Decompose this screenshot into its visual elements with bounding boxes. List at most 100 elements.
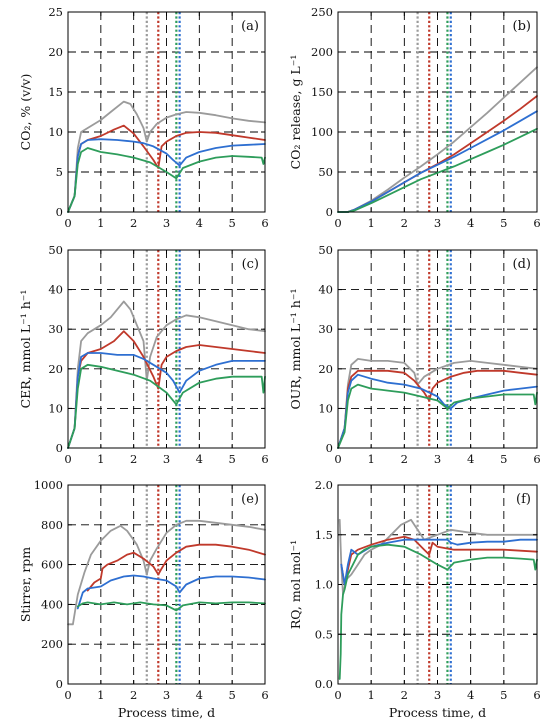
x-tick-label: 5 [229, 452, 236, 466]
panel-d: 0 1 2 3 4 5 6 0 10 20 30 40 50 (d) OUR, mmol L⁻¹ h⁻¹ [288, 243, 541, 466]
y-tick-label: 30 [318, 322, 333, 336]
y-tick-label: 0 [56, 205, 63, 219]
x-tick-label: 1 [368, 216, 375, 230]
series-line-green [338, 543, 538, 680]
y-tick-label: 0 [326, 205, 333, 219]
x-tick-label: 0 [64, 452, 71, 466]
series-line-grey [337, 358, 538, 449]
x-tick-label: 0 [334, 216, 341, 230]
y-tick-label: 2.0 [315, 478, 333, 492]
x-tick-label: 3 [163, 688, 170, 702]
y-tick-label: 100 [311, 125, 333, 139]
x-tick-label: 5 [500, 216, 507, 230]
x-tick-label: 4 [467, 688, 474, 702]
y-tick-label: 400 [41, 597, 63, 611]
y-tick-label: 10 [318, 401, 333, 415]
x-tick-label: 1 [97, 452, 104, 466]
series-line-blue [337, 373, 538, 449]
y-axis-label: RQ, mol mol⁻¹ [288, 540, 303, 629]
x-axis-label: Process time, d [389, 705, 486, 720]
y-tick-label: 40 [48, 283, 63, 297]
panel-label: (f) [516, 492, 531, 507]
series-line-grey [337, 66, 538, 213]
x-tick-label: 5 [229, 216, 236, 230]
y-tick-label: 5 [56, 165, 63, 179]
panel-label: (d) [513, 257, 531, 272]
x-tick-label: 6 [533, 688, 540, 702]
y-tick-label: 20 [48, 45, 63, 59]
panel-label: (a) [241, 19, 259, 34]
y-axis-label: CO₂ release, g L⁻¹ [288, 55, 303, 170]
y-tick-label: 0.0 [315, 677, 333, 691]
x-tick-label: 5 [229, 688, 236, 702]
y-tick-label: 0 [56, 441, 63, 455]
x-tick-label: 2 [130, 216, 137, 230]
y-axis-label: CER, mmol L⁻¹ h⁻¹ [18, 290, 33, 409]
y-tick-label: 0 [326, 441, 333, 455]
y-tick-label: 1000 [34, 478, 63, 492]
series-line-red [337, 369, 538, 449]
x-tick-label: 1 [97, 688, 104, 702]
y-tick-label: 250 [311, 5, 333, 19]
x-tick-label: 0 [64, 688, 71, 702]
x-axis-label: Process time, d [118, 705, 215, 720]
x-tick-label: 2 [401, 216, 408, 230]
series-line-red [340, 535, 538, 586]
panel-label: (c) [242, 257, 259, 272]
panel-label: (b) [513, 19, 531, 34]
y-tick-label: 200 [41, 637, 63, 651]
series-line-blue [340, 538, 538, 586]
x-tick-label: 1 [368, 452, 375, 466]
x-tick-label: 4 [196, 688, 203, 702]
x-tick-label: 2 [401, 452, 408, 466]
y-tick-label: 0 [56, 677, 63, 691]
series-line-green [67, 147, 266, 213]
x-tick-label: 5 [500, 452, 507, 466]
series-line-grey [67, 519, 266, 626]
y-tick-label: 50 [318, 165, 333, 179]
x-tick-label: 4 [196, 216, 203, 230]
x-tick-label: 2 [130, 452, 137, 466]
panel-b: 0 1 2 3 4 5 6 0 50 100 150 200 250 (b) CO₂ release, g … [288, 5, 541, 230]
x-tick-label: 4 [467, 452, 474, 466]
y-tick-label: 20 [318, 362, 333, 376]
x-tick-label: 3 [434, 216, 441, 230]
x-tick-label: 3 [434, 452, 441, 466]
y-tick-label: 10 [48, 125, 63, 139]
x-tick-label: 6 [261, 452, 268, 466]
x-tick-label: 6 [533, 216, 540, 230]
panel-a: 0 1 2 3 4 5 6 0 5 10 15 20 25 (a) CO₂, % (v/v) [18, 5, 269, 230]
y-tick-label: 25 [48, 5, 63, 19]
y-tick-label: 40 [318, 283, 333, 297]
y-axis-label: OUR, mmol L⁻¹ h⁻¹ [288, 289, 303, 410]
panel-label: (e) [241, 492, 259, 507]
x-tick-label: 0 [334, 688, 341, 702]
x-tick-label: 6 [261, 688, 268, 702]
panel-e: 0 1 2 3 4 5 6 0 200 400 600 800 1000 (e) Stirrer, rpm P… [18, 478, 269, 720]
y-tick-label: 30 [48, 322, 63, 336]
x-tick-label: 6 [261, 216, 268, 230]
x-tick-label: 3 [163, 216, 170, 230]
series-line-red [86, 543, 266, 592]
panel-c: 0 1 2 3 4 5 6 0 10 20 30 40 50 (c) CER, mmol L⁻¹ h⁻¹ [18, 243, 269, 466]
y-tick-label: 150 [311, 85, 333, 99]
series-line-green [337, 383, 538, 449]
y-axis-label: CO₂, % (v/v) [18, 74, 33, 151]
series-line-blue [76, 574, 266, 610]
series-line-green [337, 127, 538, 213]
series-line-red [67, 330, 266, 449]
series-line-green [67, 363, 266, 449]
y-tick-label: 1.5 [315, 528, 333, 542]
y-tick-label: 15 [48, 85, 63, 99]
y-tick-label: 600 [41, 558, 63, 572]
x-tick-label: 0 [64, 216, 71, 230]
panel-f: 0 1 2 3 4 5 6 0.0 0.5 1.0 1.5 2.0 (f) RQ, mol mol⁻¹ Pr… [288, 478, 541, 720]
y-tick-label: 0.5 [315, 627, 333, 641]
x-tick-label: 3 [163, 452, 170, 466]
y-tick-label: 800 [41, 518, 63, 532]
x-tick-label: 4 [196, 452, 203, 466]
y-tick-label: 50 [318, 243, 333, 257]
y-tick-label: 10 [48, 401, 63, 415]
y-tick-label: 1.0 [315, 578, 333, 592]
y-tick-label: 200 [311, 45, 333, 59]
